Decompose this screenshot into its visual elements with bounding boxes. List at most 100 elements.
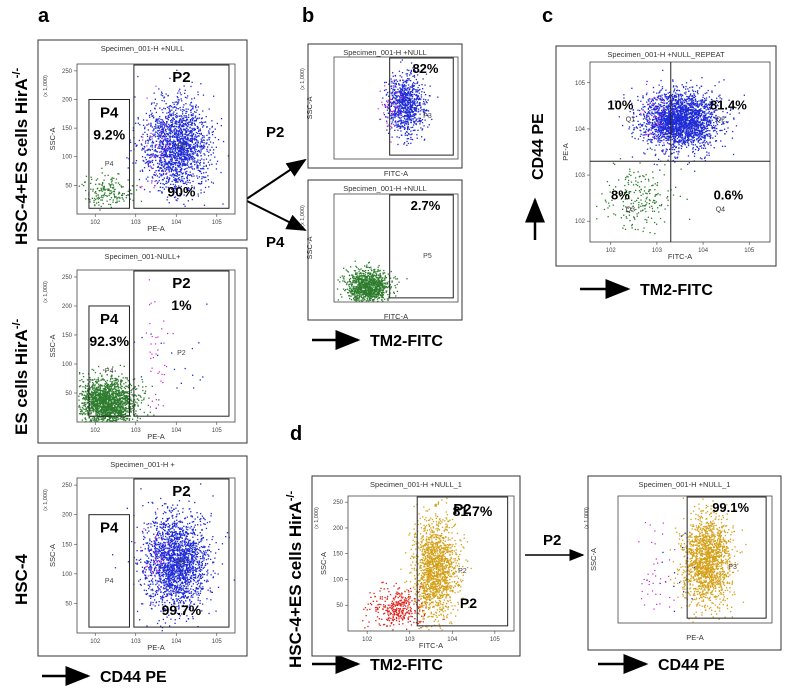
data-point [103,391,105,394]
data-point [208,612,210,615]
data-point [98,412,100,415]
data-point [162,517,164,520]
data-point [203,579,206,582]
data-point [196,135,198,137]
data-point [155,159,157,162]
data-point [167,138,169,140]
data-point [103,404,105,407]
data-point [190,575,192,577]
data-point [116,400,118,402]
data-point [102,399,104,402]
data-point [170,160,172,162]
data-point [110,414,112,416]
data-point [144,571,147,573]
data-point [96,406,98,408]
data-point [179,164,181,167]
data-point [196,547,198,550]
data-point [117,385,119,388]
data-point [166,143,169,145]
data-point [150,601,152,603]
data-point [191,151,193,153]
data-point [161,544,164,547]
data-point [107,385,109,387]
data-point [118,406,121,408]
data-point [106,386,108,388]
data-point [188,133,190,135]
data-point [192,168,194,170]
data-point [165,145,167,147]
data-point [204,523,206,525]
data-point [96,405,98,407]
data-point [150,103,153,105]
data-point [147,176,149,178]
y-tick-label: 250 [62,275,73,281]
data-point [178,161,180,163]
data-point [201,529,203,531]
data-point [204,186,207,189]
data-point [130,141,132,143]
data-point [165,124,167,126]
data-point [162,154,164,156]
data-point [162,120,164,122]
data-point [186,176,188,178]
data-point [159,151,161,153]
data-point [194,115,197,117]
data-point [171,549,173,552]
data-point [159,167,161,170]
data-point [170,124,173,126]
data-point [184,119,186,122]
data-point [199,602,201,604]
data-point [196,144,199,146]
data-point [169,110,171,112]
data-point [141,147,144,149]
data-point [199,183,201,185]
data-point [105,393,107,395]
data-point [146,135,149,138]
data-point [179,553,181,555]
data-point [168,123,170,126]
data-point [102,396,104,398]
data-point [183,125,185,127]
data-point [103,392,105,394]
data-point [197,140,199,142]
data-point [156,135,158,137]
data-point [171,156,173,158]
data-point [180,98,182,100]
data-point [170,563,172,565]
data-point [156,622,159,625]
data-point [183,128,185,130]
data-point [112,184,114,186]
data-point [160,342,162,344]
data-point [81,419,83,421]
data-point [195,570,197,572]
data-point [153,545,155,547]
data-point [181,613,183,615]
data-point [114,410,116,412]
data-point [157,587,159,589]
data-point [207,558,209,560]
data-point [154,542,157,544]
data-point [186,177,188,179]
data-point [148,165,150,168]
data-point [94,399,96,402]
data-point [134,404,136,406]
data-point [102,186,104,188]
data-point [100,412,103,414]
data-point [188,166,190,168]
data-point [148,162,150,164]
data-point [155,118,157,120]
data-point [167,167,169,169]
data-point [110,398,112,401]
data-point [172,134,174,136]
data-point [149,161,151,163]
data-point [176,525,178,527]
data-point [108,412,110,414]
data-point [190,131,192,134]
data-point [97,400,99,402]
data-point [168,125,171,127]
data-point [172,166,174,168]
data-point [185,134,187,136]
data-point [195,162,197,164]
data-point [177,153,180,155]
data-point [123,409,125,412]
